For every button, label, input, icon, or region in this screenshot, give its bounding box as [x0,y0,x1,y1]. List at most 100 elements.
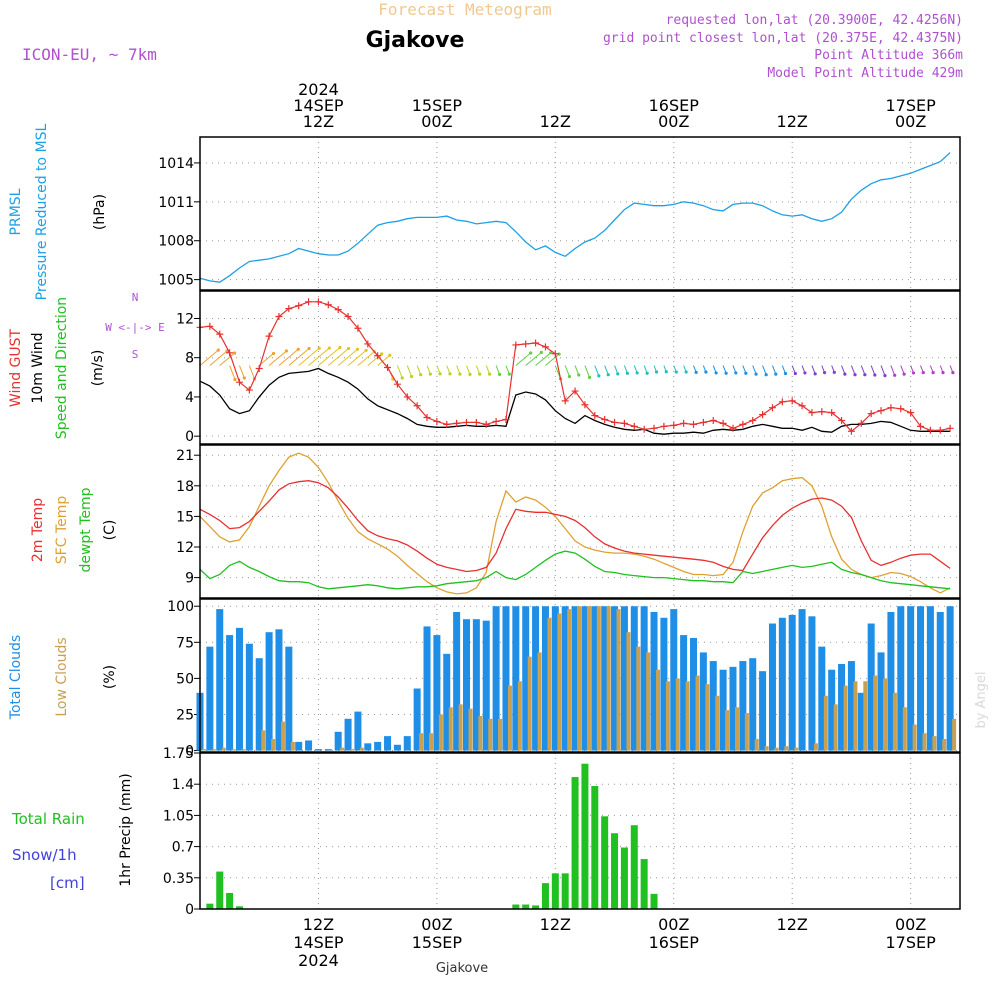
wind-arrow-head [388,353,392,357]
wind-arrow-head [478,372,482,376]
gust-marker [453,419,461,427]
gust-marker [571,387,579,395]
gust-marker [729,424,737,432]
low-cloud-bar [626,632,631,751]
time-label: 2024 [298,80,339,99]
gust-marker [887,404,895,412]
time-label: 00Z [421,112,452,131]
wind-arrow [584,365,591,378]
total-cloud-bar [364,743,372,751]
low-cloud-bar [271,739,276,751]
precip-y-ticks: 0 0.35 0.7 1.05 1.4 1.75 [163,746,200,918]
y-tick-label: 15 [176,509,194,525]
gust-marker [759,411,767,419]
wind-arrow-head [438,372,442,376]
gust-marker [206,322,214,330]
gust-marker [670,421,678,429]
wind-arrow [219,352,235,366]
total-cloud-bar [413,688,421,751]
wind-arrow-head [616,372,620,376]
gust-marker [462,418,470,426]
wind-arrow-head [941,371,945,375]
total-cloud-bar [670,609,678,751]
wind-arrow-head [911,371,916,375]
wind-arrow-head [754,372,758,376]
wind-arrow-head [783,371,788,376]
wind-arrow [574,365,580,376]
total-cloud-bar [729,666,737,751]
low-cloud-bar [675,678,680,751]
temp-series [199,452,951,595]
wind-arrow [564,365,570,377]
time-label: 12Z [303,915,334,934]
wind-arrow-head [664,370,668,374]
gust-marker [216,330,224,338]
low-cloud-bar [350,749,355,751]
low-cloud-bar [685,681,690,751]
wind-arrow-head [307,346,311,351]
low-cloud-bar [794,747,799,751]
wind-arrow-head [346,346,351,351]
total-cloud-bar [680,635,688,751]
precip-bar [561,873,569,909]
low-cloud-bar [774,747,779,751]
y-tick-label: 1.75 [163,746,194,762]
wind-arrow [890,365,896,376]
gust-marker [423,414,431,422]
gust-marker [699,418,707,426]
precip-bar [650,893,658,909]
gust-marker [847,427,855,435]
y-tick-label: 8 [185,351,194,367]
clouds-y-ticks: 0 25 50 75 100 [167,599,200,760]
total-cloud-bar [907,606,915,751]
pressure-grid [200,137,960,290]
wind-arrow [258,353,274,366]
wind-arrow-head [724,371,728,375]
location-title: Gjakove [366,28,465,53]
total-cloud-bar [403,736,411,751]
wind-arrow-head [419,373,423,377]
y-tick-label: 1.05 [163,808,194,824]
gust-marker [768,404,776,412]
gust-marker [660,422,668,430]
gust-marker [838,416,846,424]
total-clouds-label: Total Clouds [8,635,24,720]
compass-ew: W <-|-> E [105,321,165,334]
total-cloud-bar [709,661,717,751]
gust-marker [482,420,490,428]
gust-marker [946,424,954,432]
point-altitude: Point Altitude 366m [814,48,963,63]
low-cloud-bar [636,646,641,751]
rain-label: Total Rain [11,810,85,828]
total-cloud-bar [541,606,549,751]
gust-marker [719,419,727,427]
gust-marker [591,412,599,420]
low-cloud-bar [537,652,542,751]
total-cloud-bar [374,741,382,751]
precip-bar [551,873,559,909]
wind-series [196,298,954,435]
wind-arrow-head [863,373,867,377]
low-cloud-bar [438,714,443,751]
wind-y-ticks: 0 4 8 12 [176,311,200,445]
gust-marker [384,364,392,371]
wind-arrow-head [271,351,276,356]
sfc-temp-line [199,452,951,595]
wind-arrow-head [684,370,688,374]
wind-arrow-head [654,370,659,374]
time-label: 12Z [777,112,808,131]
precip-grid [200,752,960,910]
wind-arrow [337,348,358,366]
low-cloud-bar [231,749,236,751]
total-cloud-bar [502,606,510,751]
low-cloud-bar [952,718,957,751]
low-cloud-bar [478,715,483,751]
wind-arrow-head [338,345,342,350]
wind-unit: (m/s) [90,350,106,387]
low-cloud-bar [863,681,868,751]
low-cloud-bar [202,749,206,751]
total-cloud-bar [877,652,885,751]
wind-arrow [318,347,341,366]
low-cloud-bar [833,704,838,751]
wind-arrow-head [843,372,847,376]
